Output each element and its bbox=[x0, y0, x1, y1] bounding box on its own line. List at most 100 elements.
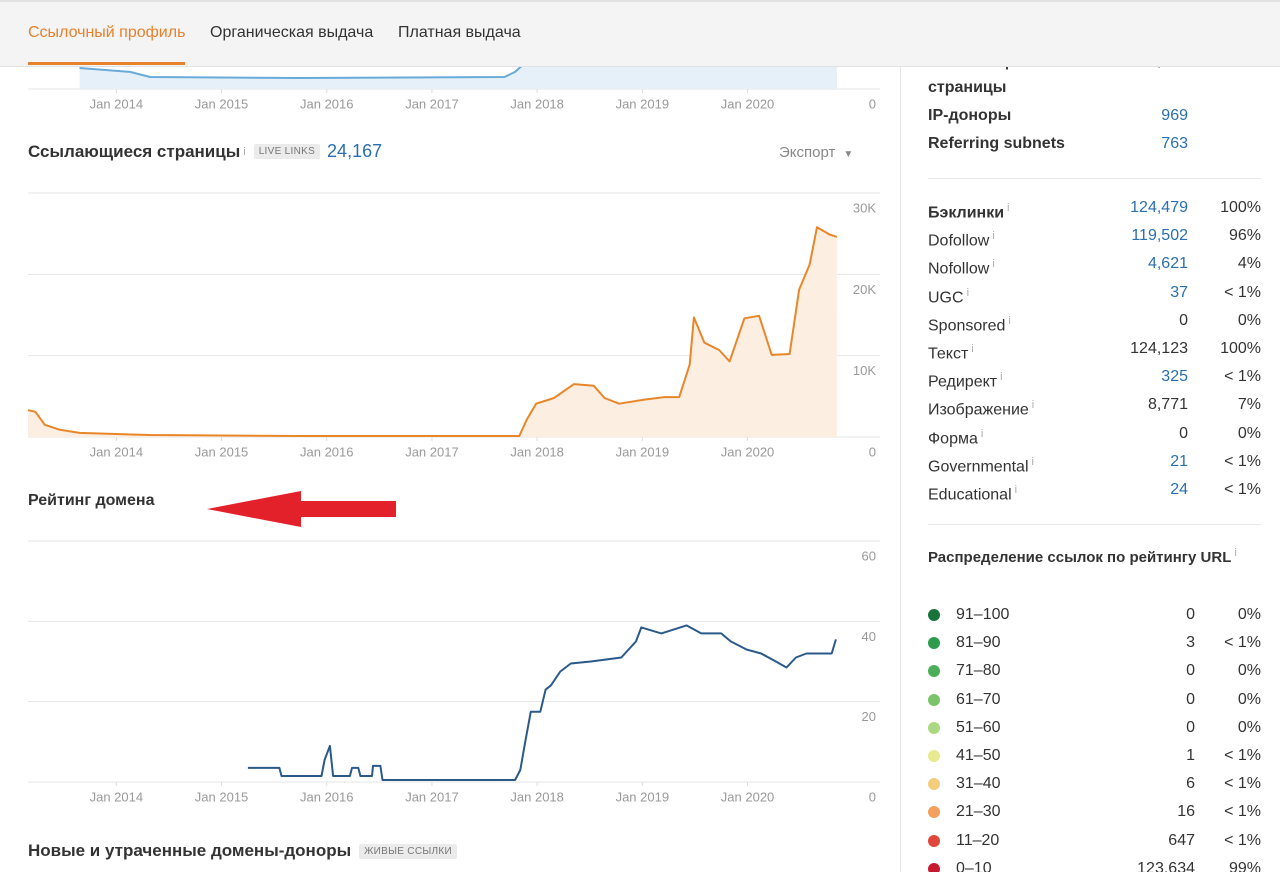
backlink-percent: < 1% bbox=[1224, 283, 1261, 301]
range-percent: < 1% bbox=[1224, 831, 1261, 849]
label-text: Educational bbox=[928, 486, 1012, 504]
x-tick-label: Jan 2018 bbox=[510, 96, 564, 111]
info-icon: i bbox=[1000, 371, 1003, 384]
legend-dot bbox=[928, 862, 940, 872]
backlink-label: Dofollow i bbox=[928, 225, 995, 252]
label-text: Бэклинки bbox=[928, 204, 1005, 222]
range-label: 11–20 bbox=[956, 831, 1000, 849]
summary-value[interactable]: 763 bbox=[1161, 135, 1188, 152]
backlink-label: Educational i bbox=[928, 479, 1017, 506]
backlink-percent: 0% bbox=[1237, 311, 1261, 329]
y-tick-label: 40 bbox=[862, 629, 876, 644]
backlink-percent: 100% bbox=[1220, 340, 1261, 357]
y-tick-label: 0 bbox=[869, 444, 876, 459]
backlink-value[interactable]: 124,479 bbox=[1130, 199, 1188, 216]
backlink-value[interactable]: 24 bbox=[1170, 481, 1188, 498]
backlink-value[interactable]: 119,502 bbox=[1131, 227, 1188, 245]
backlink-label: Бэклинки i bbox=[928, 197, 1010, 224]
charts: 0 Jan 2014 Jan 2015 Jan 2016 Jan 2017 Jan 201… bbox=[27, 14, 880, 804]
title-text: Распределение ссылок по рейтингу URL bbox=[928, 549, 1232, 566]
backlink-label: Nofollow i bbox=[928, 253, 995, 280]
x-tick-label: Jan 2016 bbox=[300, 789, 354, 804]
info-icon: i bbox=[1014, 484, 1018, 496]
label-text: Форма bbox=[928, 429, 978, 447]
range-label: 51–60 bbox=[956, 718, 1001, 736]
info-icon: i bbox=[243, 145, 246, 158]
active-tab-underline bbox=[28, 62, 185, 65]
export-label[interactable]: Экспорт bbox=[779, 144, 836, 161]
label-text: Текст bbox=[928, 345, 969, 363]
count[interactable]: 24,167 bbox=[327, 141, 383, 161]
column-divider bbox=[900, 66, 901, 872]
range-percent: < 1% bbox=[1224, 634, 1261, 652]
backlink-label: Текст i bbox=[928, 338, 974, 365]
y-tick-label: 20K bbox=[853, 282, 876, 297]
backlink-value[interactable]: 37 bbox=[1170, 283, 1188, 301]
backlink-value: 0 bbox=[1179, 424, 1188, 442]
backlink-label: Форма i bbox=[928, 423, 983, 450]
info-icon: i bbox=[1007, 202, 1010, 214]
info-icon: i bbox=[980, 427, 984, 440]
x-tick-label: Jan 2020 bbox=[721, 444, 775, 459]
area-fill bbox=[28, 227, 837, 437]
range-percent: 99% bbox=[1228, 859, 1261, 872]
tab[interactable]: Ссылочный профиль bbox=[28, 24, 186, 41]
range-label: 61–70 bbox=[956, 690, 1001, 708]
label-text: Dofollow bbox=[928, 232, 990, 250]
range-percent: < 1% bbox=[1224, 775, 1261, 793]
backlink-value: 0 bbox=[1179, 311, 1188, 329]
data-line bbox=[247, 624, 837, 781]
summary-value[interactable]: 969 bbox=[1161, 107, 1188, 124]
x-tick-label: Jan 2019 bbox=[616, 789, 670, 804]
red-arrow bbox=[207, 491, 396, 527]
label-text: UGC bbox=[928, 288, 964, 306]
range-count: 0 bbox=[1186, 690, 1195, 708]
range-percent: 0% bbox=[1237, 718, 1261, 736]
range-count: 123,634 bbox=[1137, 859, 1195, 872]
backlink-value[interactable]: 325 bbox=[1161, 368, 1188, 386]
x-tick-label: Jan 2014 bbox=[90, 789, 144, 804]
backlink-label: Sponsored i bbox=[928, 310, 1011, 337]
badge: ЖИВЫЕ ССЫЛКИ bbox=[359, 843, 457, 859]
backlink-percent: 0% bbox=[1237, 424, 1261, 442]
range-label: 91–100 bbox=[956, 606, 1010, 623]
divider bbox=[928, 524, 1261, 525]
range-percent: 0% bbox=[1237, 662, 1261, 680]
legend-dot bbox=[928, 609, 940, 621]
badge: LIVE LINKS bbox=[253, 144, 321, 159]
x-tick-label: Jan 2015 bbox=[195, 444, 249, 459]
legend-dot bbox=[928, 721, 940, 734]
range-count: 1 bbox=[1186, 747, 1195, 764]
label-text: Изображение bbox=[928, 401, 1029, 419]
label-text: Governmental bbox=[928, 458, 1029, 476]
x-tick-label: Jan 2017 bbox=[405, 789, 459, 804]
info-icon: i bbox=[992, 258, 995, 271]
new-lost-header: Новые и утраченные домены-доноры ЖИВЫЕ С… bbox=[28, 841, 457, 861]
y-tick-label: 10K bbox=[853, 363, 876, 378]
distribution-title: Распределение ссылок по рейтингу URL i bbox=[928, 541, 1268, 570]
tab-bar: Ссылочный профиль Органическая выдача Плат… bbox=[0, 0, 1280, 67]
backlink-label: Изображение i bbox=[928, 394, 1034, 421]
backlink-percent: < 1% bbox=[1224, 368, 1261, 386]
tab[interactable]: Платная выдача bbox=[398, 24, 521, 41]
x-tick-label: Jan 2020 bbox=[721, 789, 775, 804]
legend-dot bbox=[928, 834, 940, 847]
data-line bbox=[27, 226, 838, 437]
tab[interactable]: Органическая выдача bbox=[210, 24, 374, 41]
range-label: 21–30 bbox=[956, 803, 1001, 821]
legend-dot bbox=[928, 637, 940, 650]
backlink-value[interactable]: 21 bbox=[1170, 452, 1188, 470]
x-tick-label: Jan 2016 bbox=[300, 444, 354, 459]
range-label: 31–40 bbox=[956, 775, 1001, 793]
x-tick-label: Jan 2018 bbox=[510, 789, 564, 804]
x-tick-label: Jan 2017 bbox=[405, 96, 459, 111]
section-title: Новые и утраченные домены-доноры bbox=[28, 841, 352, 860]
label-text: Sponsored bbox=[928, 317, 1006, 335]
export-button[interactable]: Экспорт ▼ bbox=[779, 144, 853, 161]
referring-pages-header: Ссылающиеся страницы i LIVE LINKS 24,167 bbox=[28, 141, 382, 162]
y-tick-label: 30K bbox=[853, 200, 876, 215]
range-percent: 0% bbox=[1237, 606, 1261, 623]
backlink-value[interactable]: 4,621 bbox=[1147, 255, 1188, 273]
y-tick-label: 20 bbox=[862, 709, 876, 724]
